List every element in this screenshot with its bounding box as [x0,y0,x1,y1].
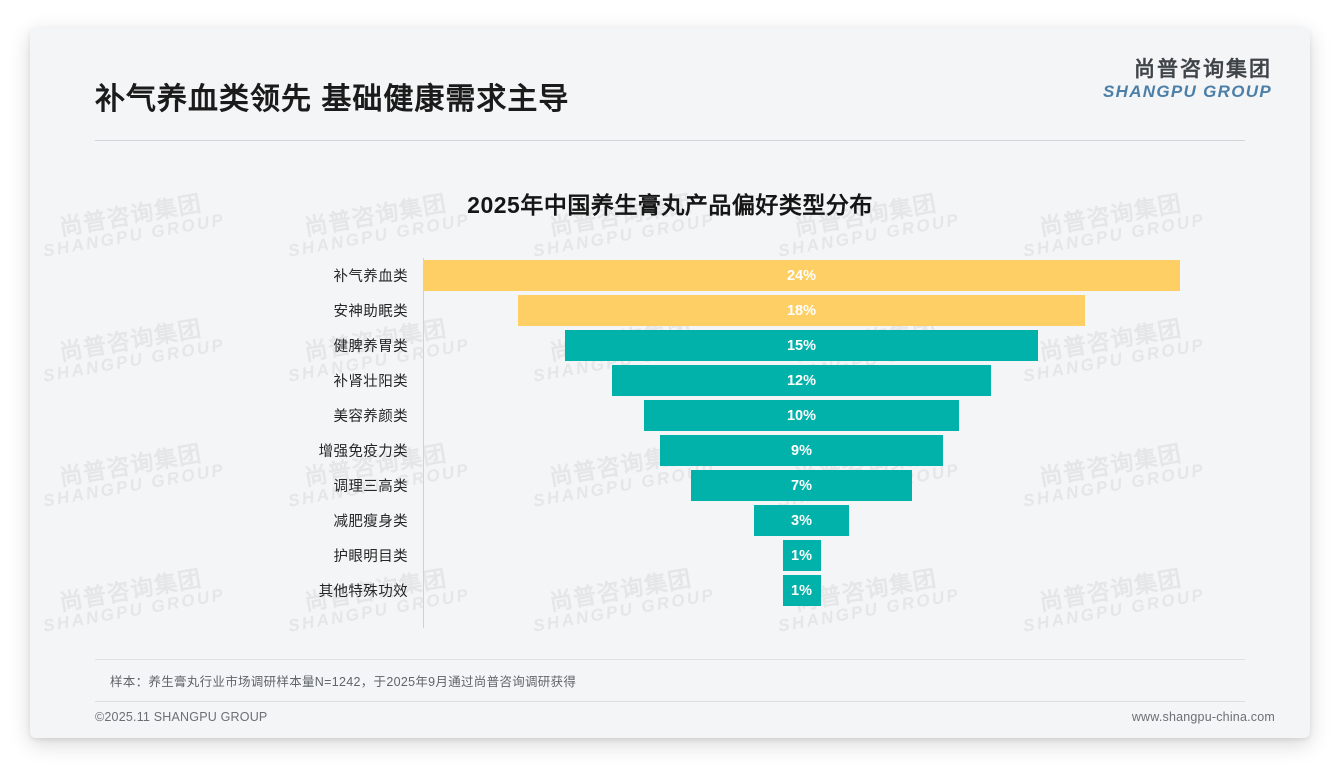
chart-footnote: 样本：养生膏丸行业市场调研样本量N=1242，于2025年9月通过尚普咨询调研获… [110,675,577,689]
chart-row: 增强免疫力类 9% [150,433,1180,468]
bar-track: 24% [423,258,1180,293]
category-label: 补肾壮阳类 [333,374,408,390]
bar-track: 1% [423,573,1180,608]
bar-value-label: 10% [786,407,816,424]
page-title: 补气养血类领先 基础健康需求主导 [95,83,570,116]
bar-track: 15% [423,328,1180,363]
chart-row: 补气养血类 24% [150,258,1180,293]
bar-segment[interactable]: 10% [643,400,960,431]
bar-track: 9% [423,433,1180,468]
bar-value-label: 7% [791,477,812,494]
bar-track: 3% [423,503,1180,538]
header-divider [95,140,1245,141]
category-label: 其他特殊功效 [318,584,408,600]
bar-track: 12% [423,363,1180,398]
brand-name-en: SHANGPU GROUP [1103,82,1272,102]
slide-footer: ©2025.11 SHANGPU GROUP www.shangpu-china… [30,702,1310,738]
footnote-divider [95,659,1245,660]
bar-segment[interactable]: 18% [517,295,1086,326]
bar-track: 10% [423,398,1180,433]
bar-segment[interactable]: 7% [691,470,912,501]
chart-row: 其他特殊功效 1% [150,573,1180,608]
footer-divider [95,701,1245,702]
chart-row: 调理三高类 7% [150,468,1180,503]
chart-row: 健脾养胃类 15% [150,328,1180,363]
bar-segment[interactable]: 12% [612,365,991,396]
bar-segment[interactable]: 24% [423,260,1180,291]
bar-value-label: 1% [791,582,812,599]
bar-track: 18% [423,293,1180,328]
copyright-text: ©2025.11 SHANGPU GROUP [95,710,268,724]
bar-segment[interactable]: 1% [782,540,821,571]
chart-row: 护眼明目类 1% [150,538,1180,573]
chart-row: 安神助眠类 18% [150,293,1180,328]
chart-area: 2025年中国养生膏丸产品偏好类型分布 补气养血类 24% 安神助眠类 18% 健脾养胃… [30,148,1310,678]
category-label: 调理三高类 [333,479,408,495]
slide-canvas: 尚普咨询集团 SHANGPU GROUP 尚普咨询集团 SHANGPU GROUP 尚普… [30,28,1310,738]
chart-title: 2025年中国养生膏丸产品偏好类型分布 [467,192,873,218]
category-label: 补气养血类 [333,269,408,285]
category-label: 护眼明目类 [333,549,408,565]
chart-row: 减肥瘦身类 3% [150,503,1180,538]
funnel-chart: 补气养血类 24% 安神助眠类 18% 健脾养胃类 15% 补肾壮阳类 12% 美容养颜类 10%… [150,258,1180,628]
bar-segment[interactable]: 9% [659,435,944,466]
category-label: 安神助眠类 [333,304,408,320]
brand-name-cn: 尚普咨询集团 [1134,58,1272,81]
bar-value-label: 24% [786,267,817,284]
brand-logo: 尚普咨询集团 SHANGPU GROUP [1103,58,1272,103]
bar-segment[interactable]: 1% [782,575,821,606]
chart-row: 补肾壮阳类 12% [150,363,1180,398]
bar-segment[interactable]: 3% [754,505,849,536]
website-link[interactable]: www.shangpu-china.com [1131,710,1275,724]
bar-track: 7% [423,468,1180,503]
slide-header: 补气养血类领先 基础健康需求主导 尚普咨询集团 SHANGPU GROUP [30,28,1310,141]
bar-value-label: 3% [791,512,812,529]
chart-row: 美容养颜类 10% [150,398,1180,433]
category-label: 美容养颜类 [333,409,408,425]
category-label: 健脾养胃类 [333,339,408,355]
bar-segment[interactable]: 15% [564,330,1039,361]
bar-value-label: 9% [791,442,812,459]
bar-value-label: 15% [786,337,817,354]
chart-rows: 补气养血类 24% 安神助眠类 18% 健脾养胃类 15% 补肾壮阳类 12% 美容养颜类 10%… [150,258,1180,608]
category-axis-line [423,258,424,628]
category-label: 减肥瘦身类 [333,514,408,530]
bar-track: 1% [423,538,1180,573]
bar-value-label: 18% [786,302,817,319]
bar-value-label: 1% [791,547,812,564]
category-label: 增强免疫力类 [318,444,408,460]
bar-value-label: 12% [786,372,817,389]
